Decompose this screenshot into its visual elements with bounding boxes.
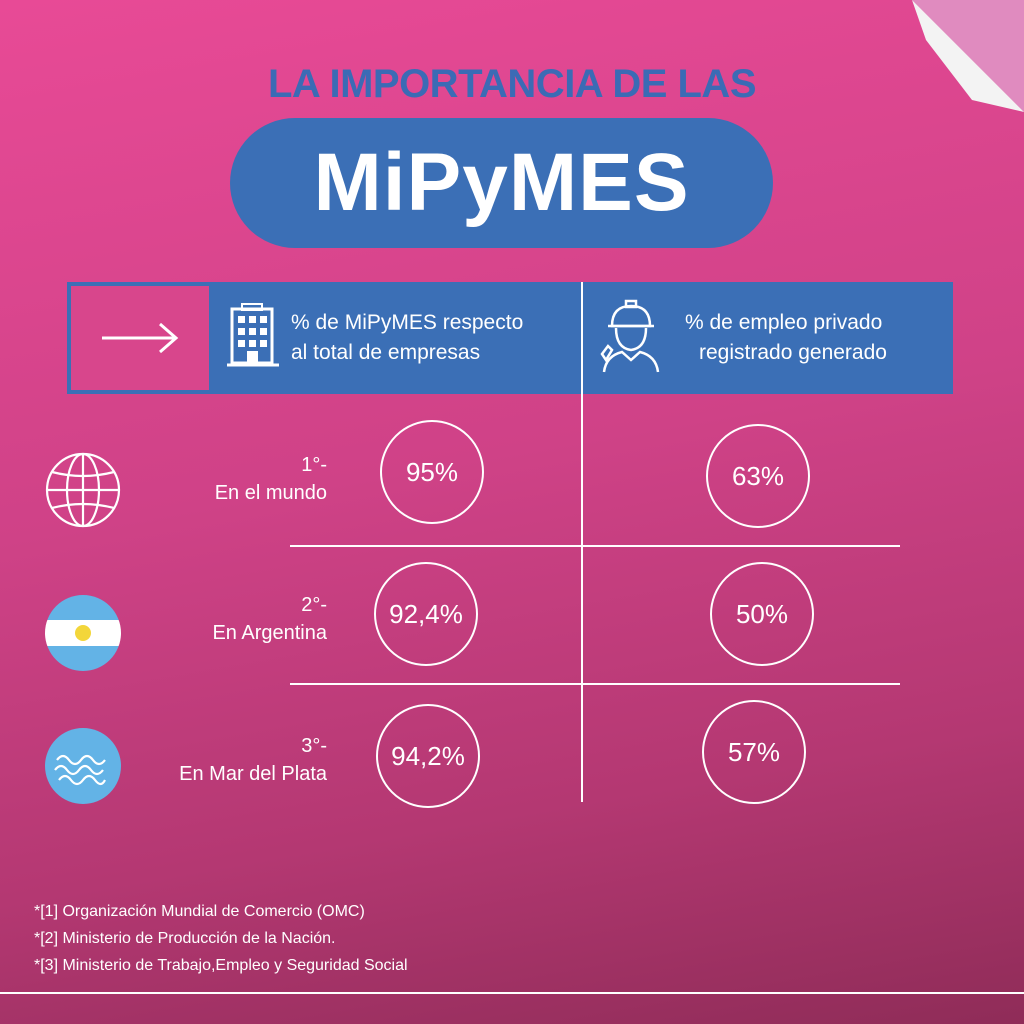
main-title: MiPyMES xyxy=(313,137,690,228)
column-divider xyxy=(581,282,583,802)
row-location: En Argentina xyxy=(212,622,327,644)
top-title: LA IMPORTANCIA DE LAS xyxy=(268,62,757,106)
employment-value-circle: 63% xyxy=(706,424,810,528)
companies-value-circle: 95% xyxy=(380,420,484,524)
row-divider xyxy=(290,683,900,685)
main-title-pill: MiPyMES xyxy=(230,118,773,248)
header-bar-companies xyxy=(213,282,581,394)
row-location: En Mar del Plata xyxy=(179,763,327,785)
row-label: 2°- En Argentina xyxy=(212,591,327,647)
source-notes: *[1] Organización Mundial de Comercio (O… xyxy=(34,898,408,979)
argentina-flag-icon xyxy=(45,595,121,671)
worker-icon xyxy=(600,299,660,373)
note-item: *[2] Ministerio de Producción de la Naci… xyxy=(34,930,336,947)
employment-value-circle: 50% xyxy=(710,562,814,666)
row-rank: 2°- xyxy=(301,594,327,616)
col1-line2: al total de empresas xyxy=(291,341,481,364)
building-icon xyxy=(227,303,279,367)
note-item: *[1] Organización Mundial de Comercio (O… xyxy=(34,903,365,920)
folded-corner-icon xyxy=(912,0,1024,112)
companies-value-circle: 92,4% xyxy=(374,562,478,666)
col1-line1: % de MiPyMES respecto xyxy=(291,311,524,334)
col2-line1: % de empleo privado xyxy=(685,311,883,334)
row-rank: 3°- xyxy=(301,735,327,757)
employment-value-circle: 57% xyxy=(702,700,806,804)
column-header-employment: % de empleo privado registrado generado xyxy=(685,308,887,368)
note-item: *[3] Ministerio de Trabajo,Empleo y Segu… xyxy=(34,957,408,974)
row-divider xyxy=(290,545,900,547)
row-label: 1°- En el mundo xyxy=(215,451,327,507)
row-rank: 1°- xyxy=(301,454,327,476)
column-header-companies: % de MiPyMES respecto al total de empres… xyxy=(291,308,523,368)
companies-value-circle: 94,2% xyxy=(376,704,480,808)
arrow-right-icon xyxy=(102,322,179,354)
row-label: 3°- En Mar del Plata xyxy=(179,732,327,788)
globe-icon xyxy=(45,452,121,528)
col2-line2: registrado generado xyxy=(699,341,887,364)
arrow-box xyxy=(67,282,213,394)
waves-icon xyxy=(45,728,121,804)
bottom-divider xyxy=(0,992,1024,994)
row-location: En el mundo xyxy=(214,482,327,504)
